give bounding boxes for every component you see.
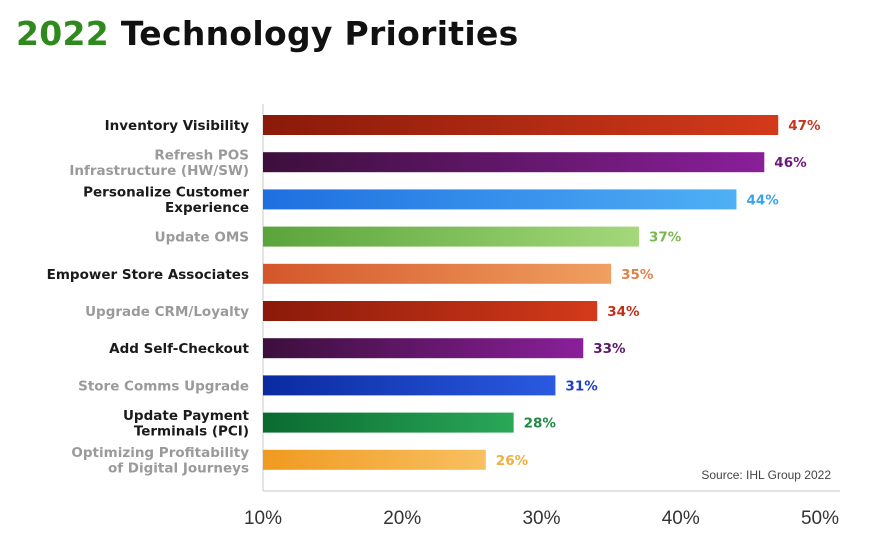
category-label: Refresh POS: [154, 147, 249, 163]
chart-title: 2022 Technology Priorities: [16, 14, 519, 53]
x-tick-label: 10%: [244, 508, 282, 529]
value-label: 26%: [496, 453, 529, 469]
value-label: 31%: [565, 378, 598, 394]
value-label: 37%: [649, 230, 682, 246]
category-label: of Digital Journeys: [108, 461, 249, 477]
category-label: Personalize Customer: [83, 185, 249, 201]
category-label: Update Payment: [123, 408, 250, 424]
x-tick-label: 40%: [662, 508, 700, 529]
bar: [263, 115, 779, 135]
category-label: Experience: [165, 200, 249, 216]
source-note: Source: IHL Group 2022: [701, 468, 831, 482]
value-label: 28%: [524, 416, 557, 432]
x-tick-label: 50%: [801, 508, 839, 529]
category-label: Empower Store Associates: [47, 267, 249, 283]
value-label: 33%: [593, 341, 626, 357]
bar: [263, 263, 612, 284]
category-label: Optimizing Profitability: [71, 445, 249, 461]
category-label: Inventory Visibility: [105, 118, 250, 134]
value-label: 47%: [788, 118, 821, 134]
bar: [263, 412, 514, 433]
category-label: Terminals (PCI): [134, 423, 249, 439]
category-label: Update OMS: [155, 230, 249, 246]
bar: [263, 449, 486, 470]
value-label: 46%: [774, 155, 807, 171]
category-label: Store Comms Upgrade: [78, 378, 249, 394]
bar: [263, 189, 737, 210]
bar: [263, 226, 639, 247]
bar: [263, 375, 556, 396]
x-tick-label: 30%: [522, 508, 560, 529]
title-year: 2022: [16, 14, 110, 53]
title-text: Technology Priorities: [120, 14, 519, 53]
category-label: Upgrade CRM/Loyalty: [85, 304, 249, 320]
category-label: Add Self-Checkout: [109, 341, 249, 357]
category-label: Infrastructure (HW/SW): [69, 163, 249, 179]
value-label: 44%: [746, 192, 779, 208]
bar: [263, 152, 765, 173]
x-tick-label: 20%: [383, 508, 421, 529]
value-label: 35%: [621, 267, 654, 283]
value-label: 34%: [607, 304, 640, 320]
bar: [263, 338, 584, 359]
bar: [263, 301, 598, 321]
